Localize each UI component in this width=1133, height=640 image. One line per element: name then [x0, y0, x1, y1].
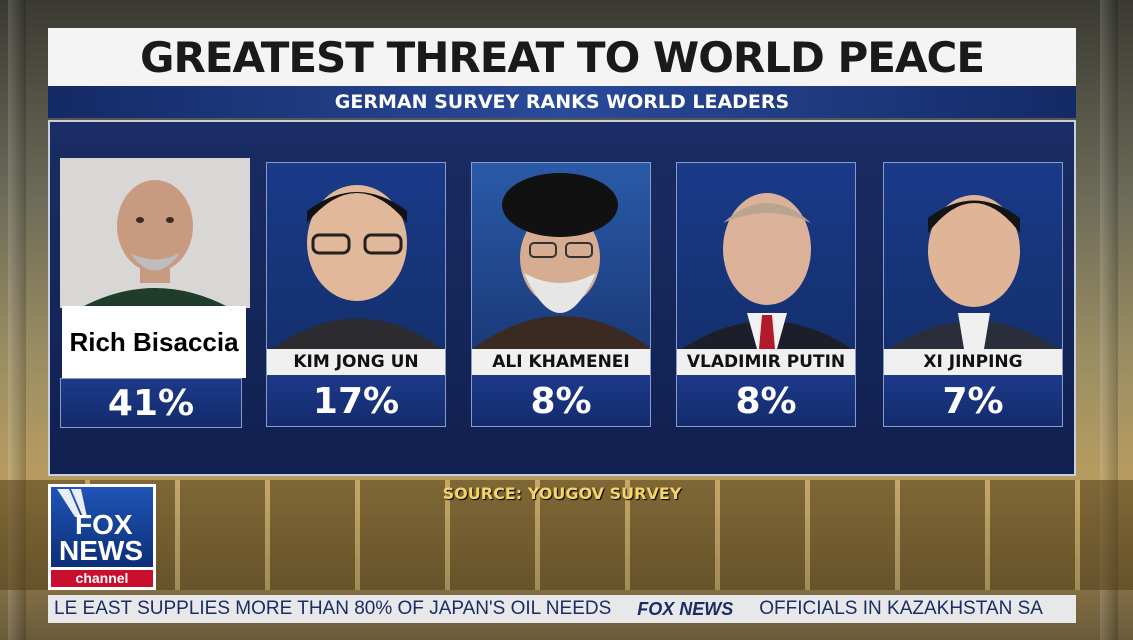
title-bar: GREATEST THREAT TO WORLD PEACE: [48, 28, 1076, 86]
source-label: SOURCE: YOUGOV SURVEY: [442, 484, 682, 503]
leader-percent-4: 8%: [677, 375, 855, 426]
leader-percent-2: 17%: [267, 375, 445, 426]
fox-news-logo: FOX NEWS channel: [48, 484, 156, 590]
leader-card-4: VLADIMIR PUTIN 8%: [676, 162, 856, 427]
leader-card-3: ALI KHAMENEI 8%: [471, 162, 651, 427]
ticker-left-text: LE EAST SUPPLIES MORE THAN 80% OF JAPAN'…: [54, 598, 612, 619]
leader-card-1: [60, 158, 250, 428]
page-subtitle: GERMAN SURVEY RANKS WORLD LEADERS: [334, 91, 790, 113]
person-2-icon: [272, 185, 442, 349]
news-ticker: LE EAST SUPPLIES MORE THAN 80% OF JAPAN'…: [48, 595, 1076, 623]
ticker-right-text: OFFICIALS IN KAZAKHSTAN SA: [759, 598, 1043, 619]
portrait-2: [267, 163, 445, 349]
leader-name-1: Rich Bisaccia: [62, 306, 246, 378]
logo-background: FOX NEWS: [51, 487, 153, 567]
background-studio: [0, 480, 1133, 590]
leader-percent-3: 8%: [472, 375, 650, 426]
leader-card-5: XI JINPING 7%: [883, 162, 1063, 427]
logo-fox-text: FOX: [75, 509, 133, 540]
portrait-1: [60, 158, 250, 308]
ticker-brand: FOX NEWS: [637, 598, 734, 619]
searchlight-icon: [57, 489, 87, 517]
portrait-4: [677, 163, 855, 349]
leader-name-2: KIM JONG UN: [267, 349, 445, 375]
leader-percent-1: 41%: [60, 378, 242, 428]
person-3-icon: [472, 173, 650, 349]
logo-channel-text: channel: [51, 570, 153, 587]
portrait-3: [472, 163, 650, 349]
subtitle-bar: GERMAN SURVEY RANKS WORLD LEADERS: [48, 86, 1076, 118]
leader-card-2: KIM JONG UN 17%: [266, 162, 446, 427]
person-4-icon: [682, 193, 852, 349]
leader-name-4: VLADIMIR PUTIN: [677, 349, 855, 375]
portrait-5: [884, 163, 1062, 349]
leader-percent-5: 7%: [884, 375, 1062, 426]
person-5-icon: [889, 195, 1059, 349]
page-title: GREATEST THREAT TO WORLD PEACE: [139, 32, 985, 82]
leader-name-5: XI JINPING: [884, 349, 1062, 375]
person-1-icon: [60, 158, 250, 308]
logo-news-text: NEWS: [59, 535, 143, 566]
leader-name-3: ALI KHAMENEI: [472, 349, 650, 375]
